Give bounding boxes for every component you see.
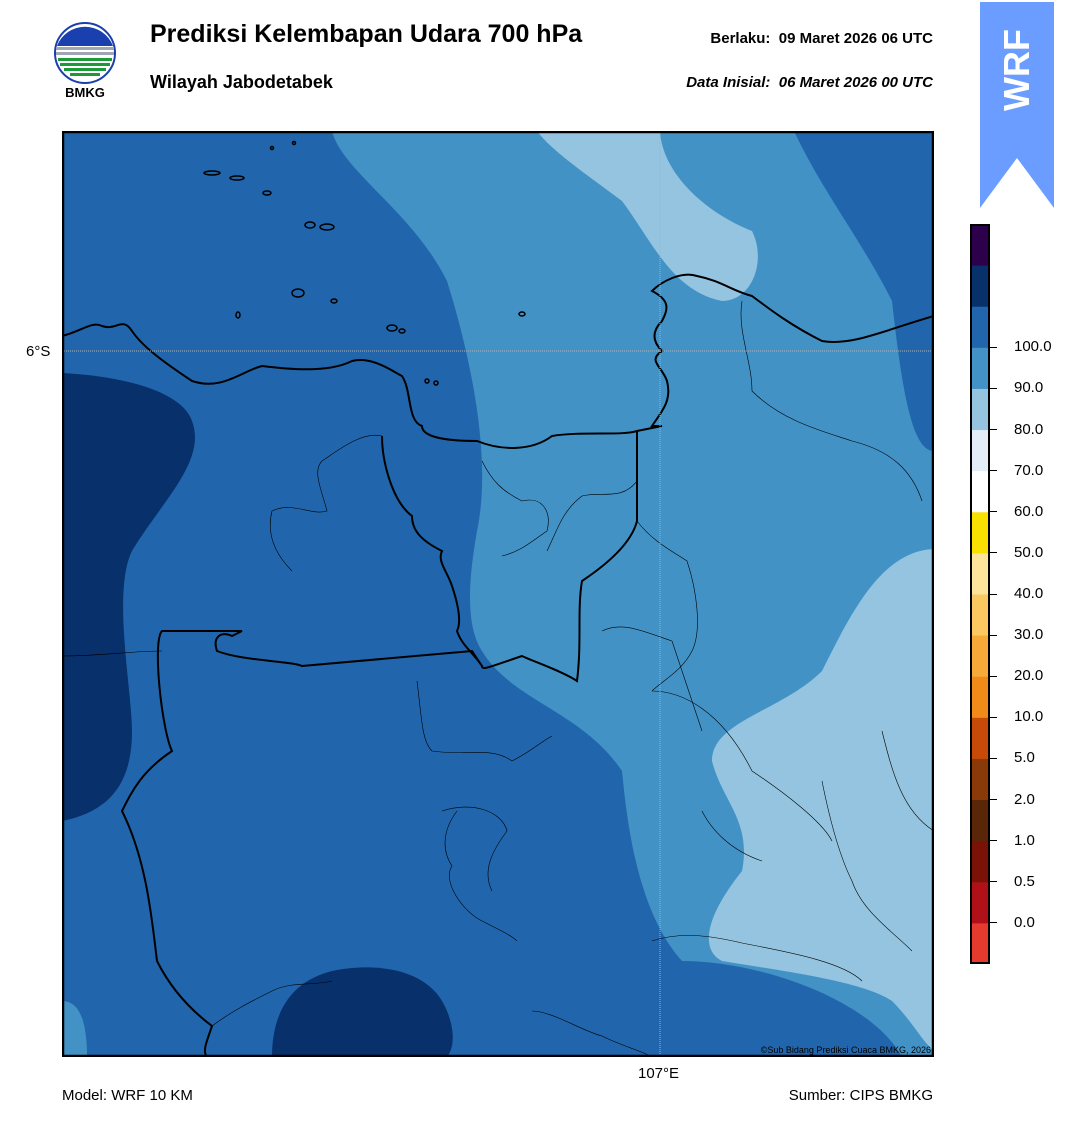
colorbar-tick-label: 100.0 <box>1014 338 1052 356</box>
lat-label: 6°S <box>26 343 51 360</box>
colorbar-tick <box>990 429 997 431</box>
colorbar-tick-label: 10.0 <box>1014 708 1044 726</box>
page-title: Prediksi Kelembapan Udara 700 hPa <box>150 20 583 48</box>
colorbar-segment <box>970 224 990 266</box>
colorbar-segment <box>970 511 990 554</box>
colorbar-tick <box>990 799 997 801</box>
colorbar <box>970 224 990 964</box>
colorbar-tick <box>990 552 997 554</box>
bmkg-logo-icon <box>54 22 116 84</box>
colorbar-tick <box>990 634 997 636</box>
colorbar-tick-label: 0.5 <box>1014 872 1035 890</box>
colorbar-tick-label: 0.0 <box>1014 913 1035 931</box>
humidity-map <box>62 131 934 1057</box>
colorbar-tick <box>990 470 997 472</box>
wrf-badge-label: WRF <box>996 29 1037 111</box>
rh-60-70-region-east <box>708 549 934 1051</box>
page-subtitle: Wilayah Jabodetabek <box>150 72 333 92</box>
colorbar-segment <box>970 306 990 348</box>
svg-text:WRF: WRF <box>996 29 1037 111</box>
colorbar-segment <box>970 717 990 759</box>
province-border <box>120 431 638 1057</box>
colorbar-segment <box>970 594 990 636</box>
colorbar-tick-label: 80.0 <box>1014 420 1044 438</box>
colorbar-segment <box>970 881 990 924</box>
colorbar-segment <box>970 922 990 964</box>
colorbar-tick <box>990 511 997 513</box>
lon-label: 107°E <box>638 1065 680 1082</box>
colorbar-segment <box>970 676 990 718</box>
colorbar-segment <box>970 799 990 842</box>
colorbar-tick-label: 5.0 <box>1014 749 1035 767</box>
colorbar-tick <box>990 922 997 924</box>
regency-borders <box>62 300 934 1057</box>
colorbar-segment <box>970 840 990 883</box>
colorbar-tick <box>990 840 997 842</box>
colorbar-tick-label: 90.0 <box>1014 379 1044 397</box>
colorbar-tick-label: 2.0 <box>1014 790 1035 808</box>
colorbar-border <box>970 224 990 964</box>
colorbar-segment <box>970 470 990 513</box>
colorbar-segment <box>970 347 990 389</box>
rh-90-100-region-south <box>272 967 453 1057</box>
colorbar-segment <box>970 388 990 431</box>
rh-90-100-region-west <box>62 373 195 821</box>
colorbar-segment <box>970 265 990 307</box>
coastline <box>62 273 934 449</box>
colorbar-segment <box>970 552 990 595</box>
colorbar-tick <box>990 387 997 389</box>
colorbar-tick-label: 40.0 <box>1014 585 1044 602</box>
rh-60-70-region-north <box>537 131 758 301</box>
colorbar-segment <box>970 429 990 472</box>
colorbar-tick <box>990 675 997 677</box>
wrf-badge-icon <box>980 2 1054 208</box>
colorbar-tick-label: 70.0 <box>1014 461 1044 479</box>
map-credit: ©Sub Bidang Prediksi Cuaca BMKG, 2026 <box>760 1045 931 1055</box>
source-label: Sumber: CIPS BMKG <box>788 1087 933 1104</box>
rh-70-80-region-corner <box>62 1001 87 1057</box>
model-label: Model: WRF 10 KM <box>62 1087 193 1104</box>
colorbar-tick <box>990 881 997 883</box>
colorbar-tick <box>990 346 997 348</box>
colorbar-segment <box>970 758 990 801</box>
colorbar-tick-label: 50.0 <box>1014 543 1044 561</box>
colorbar-tick <box>990 716 997 718</box>
valid-time: Berlaku: 09 Maret 2026 06 UTC <box>710 30 933 47</box>
colorbar-tick <box>990 593 997 595</box>
colorbar-tick-label: 30.0 <box>1014 626 1044 644</box>
colorbar-segment <box>970 635 990 677</box>
colorbar-tick-label: 1.0 <box>1014 831 1035 849</box>
islands <box>203 140 526 386</box>
logo-text: BMKG <box>65 85 105 100</box>
colorbar-tick-label: 20.0 <box>1014 667 1044 685</box>
colorbar-tick <box>990 757 997 759</box>
colorbar-tick-label: 60.0 <box>1014 502 1044 520</box>
map-frame <box>62 131 934 1057</box>
init-time: Data Inisial: 06 Maret 2026 00 UTC <box>686 74 933 91</box>
